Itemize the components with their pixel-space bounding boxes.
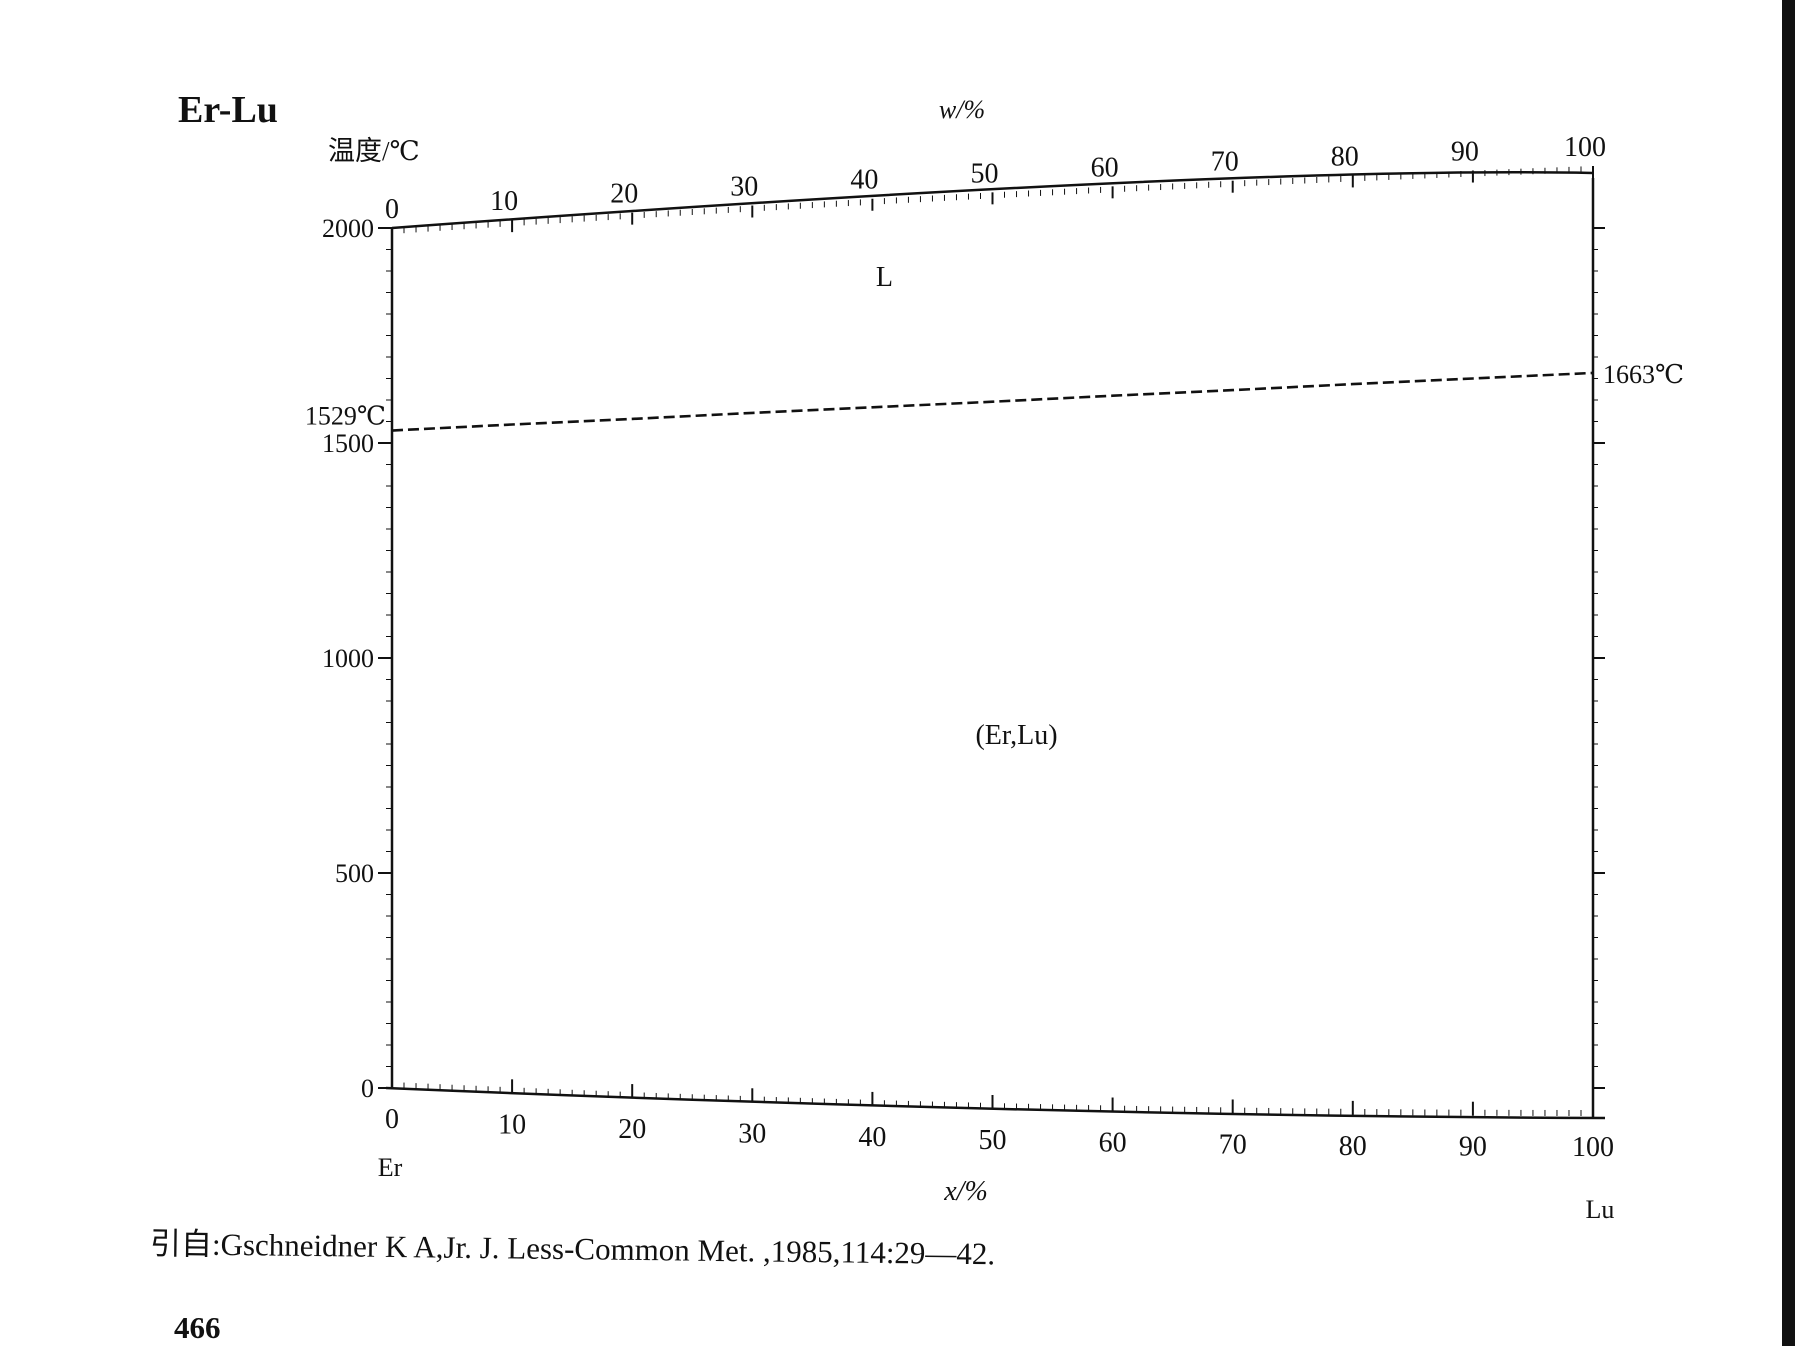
y-axis-label: 温度/℃ <box>328 136 420 166</box>
y-tick-label: 2000 <box>322 214 374 243</box>
melting-point-annotation: 1529℃ <box>305 402 386 431</box>
x2-tick-label: 60 <box>1091 152 1119 183</box>
y-tick-label: 1500 <box>322 429 374 458</box>
x-tick-label: 40 <box>858 1122 886 1153</box>
x2-tick-label: 40 <box>850 165 878 196</box>
x-tick-label: 50 <box>979 1125 1007 1156</box>
x2-tick-label: 0 <box>385 194 399 225</box>
x2-tick-label: 50 <box>971 158 999 189</box>
x2-axis-line <box>391 171 1594 230</box>
left-element-label: Er <box>378 1153 403 1182</box>
phase-region-label: L <box>876 262 893 293</box>
x2-tick-label: 80 <box>1331 141 1359 172</box>
x2-tick-label: 10 <box>490 186 518 217</box>
y-tick-label: 1000 <box>322 644 374 673</box>
right-element-label: Lu <box>1586 1195 1615 1224</box>
x2-tick-label: 100 <box>1564 132 1606 163</box>
x-tick-label: 90 <box>1459 1132 1487 1163</box>
x2-axis-label: w/% <box>939 95 985 124</box>
system-title: Er-Lu <box>178 89 278 131</box>
x2-tick-label: 20 <box>610 179 638 210</box>
x-tick-label: 100 <box>1572 1132 1614 1163</box>
scan-edge <box>1782 0 1795 1346</box>
x2-tick-label: 30 <box>730 171 758 202</box>
x-tick-label: 60 <box>1099 1128 1127 1159</box>
x-tick-label: 70 <box>1219 1129 1247 1160</box>
x-tick-label: 30 <box>738 1118 766 1149</box>
liquidus-dashed-line <box>391 371 1594 432</box>
melting-point-annotation: 1663℃ <box>1603 360 1684 389</box>
x2-tick-label: 70 <box>1211 147 1239 178</box>
x-tick-label: 80 <box>1339 1131 1367 1162</box>
phase-region-label: (Er,Lu) <box>975 720 1057 751</box>
y-tick-label: 500 <box>335 859 374 888</box>
x-axis-line <box>385 1086 1606 1120</box>
x-axis-label: x/% <box>943 1176 988 1207</box>
x-tick-label: 0 <box>385 1104 399 1135</box>
x-tick-label: 10 <box>498 1109 526 1140</box>
y-tick-label: 0 <box>361 1074 374 1103</box>
x-tick-label: 20 <box>618 1114 646 1145</box>
x2-tick-label: 90 <box>1451 137 1479 168</box>
page-number: 466 <box>174 1310 221 1345</box>
